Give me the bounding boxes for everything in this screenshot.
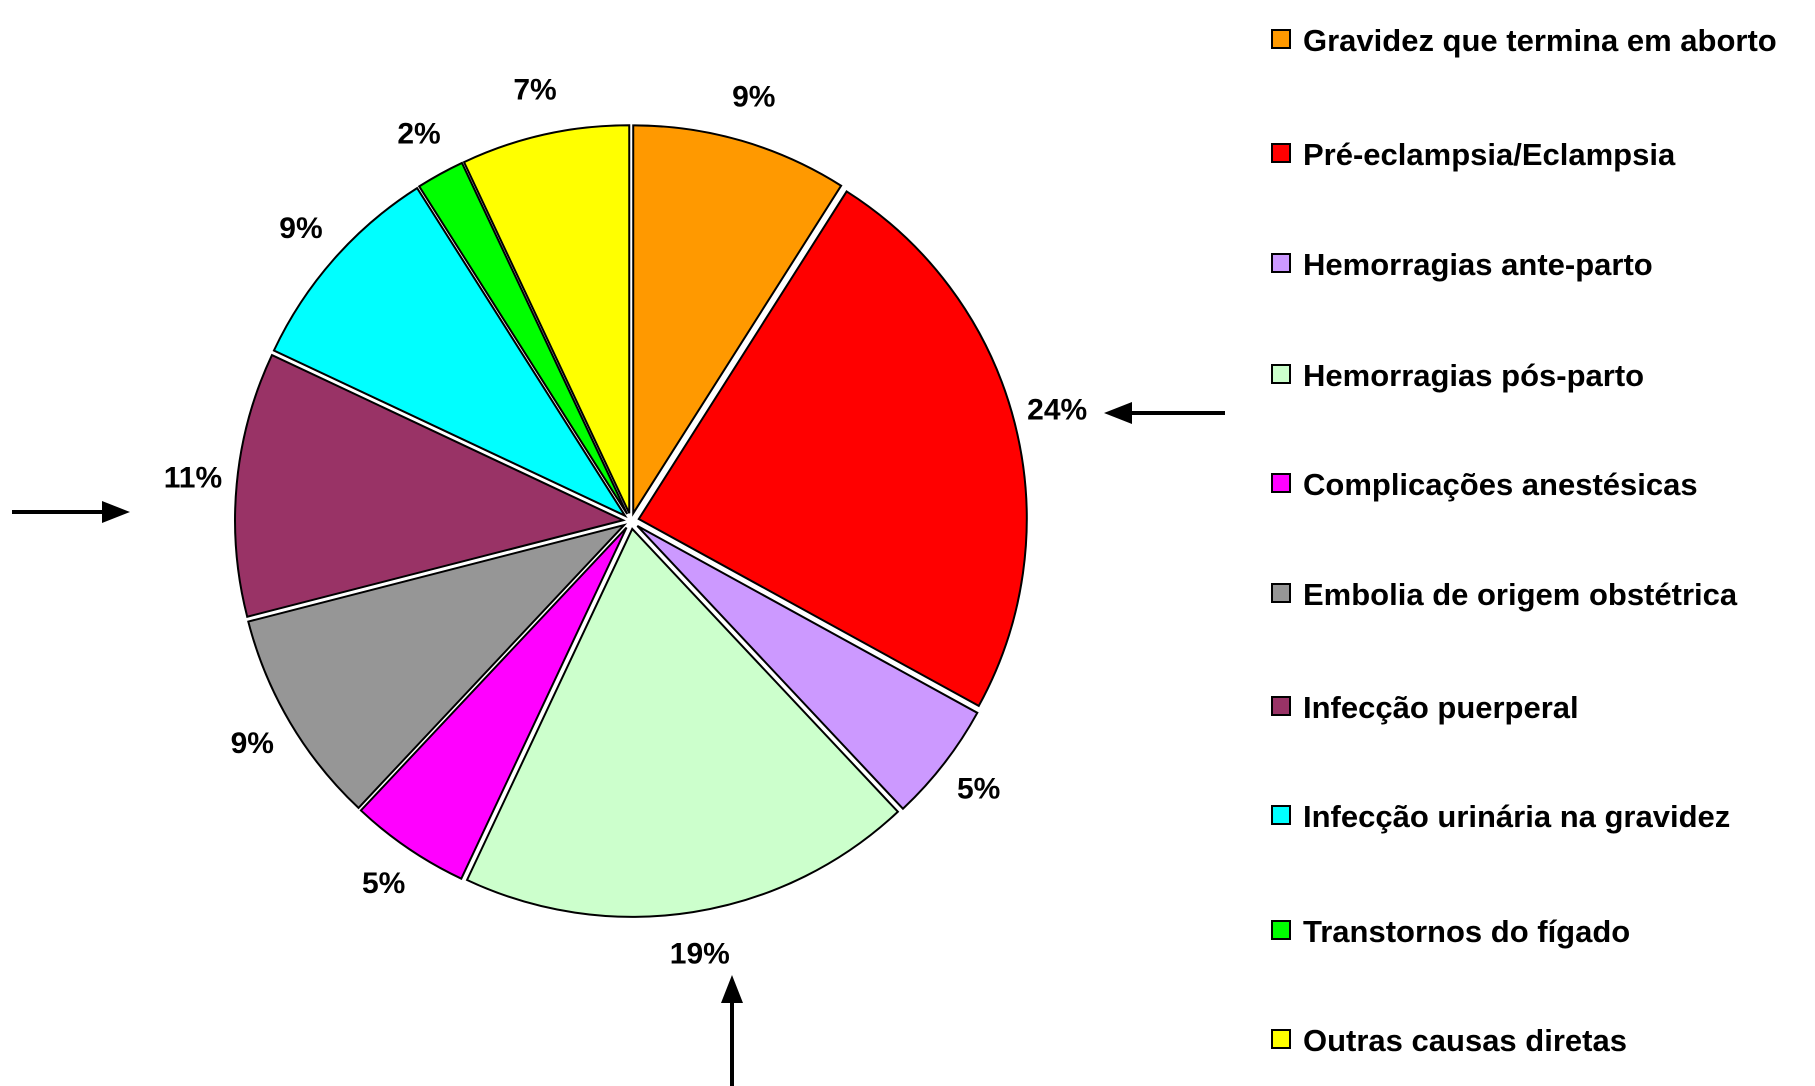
legend-swatch — [1271, 805, 1291, 825]
legend-entry: Complicações anestésicas — [1271, 466, 1801, 504]
legend-label: Outras causas diretas — [1303, 1023, 1627, 1058]
legend-label: Embolia de origem obstétrica — [1303, 577, 1738, 612]
pie-slice — [637, 190, 1028, 708]
legend-entry: Infecção puerperal — [1271, 689, 1801, 727]
legend-swatch — [1271, 920, 1291, 940]
legend-label: Infecção puerperal — [1303, 690, 1579, 725]
legend-swatch — [1271, 583, 1291, 603]
data-label: 5% — [957, 773, 1000, 806]
data-label: 7% — [513, 74, 556, 107]
pie-slice — [417, 161, 629, 515]
legend-swatch — [1271, 473, 1291, 493]
data-label: 9% — [732, 80, 775, 113]
legend-label: Transtornos do fígado — [1303, 914, 1631, 949]
legend-swatch — [1271, 364, 1291, 384]
pie-slice — [465, 527, 900, 918]
legend-label: Hemorragias pós-parto — [1303, 358, 1645, 393]
arrow-head — [102, 501, 130, 523]
legend-swatch — [1271, 143, 1291, 163]
data-label: 11% — [164, 462, 222, 495]
legend-label: Complicações anestésicas — [1303, 467, 1698, 502]
data-label: 19% — [670, 938, 730, 971]
pie-slice — [359, 526, 628, 881]
legend-entry: Hemorragias ante-parto — [1271, 246, 1801, 284]
legend-label: Infecção urinária na gravidez — [1303, 799, 1731, 834]
legend-entry: Hemorragias pós-parto — [1271, 357, 1801, 395]
legend-swatch — [1271, 696, 1291, 716]
pie-slice — [272, 186, 628, 519]
legend-label: Hemorragias ante-parto — [1303, 247, 1653, 282]
legend-entry: Transtornos do fígado — [1271, 913, 1801, 951]
legend-entry: Embolia de origem obstétrica — [1271, 576, 1801, 614]
pie-slice — [247, 523, 628, 810]
legend-label: Gravidez que termina em aborto — [1303, 23, 1777, 58]
arrow-head — [721, 975, 743, 1003]
pie-slice — [632, 124, 843, 517]
data-label: 24% — [1027, 393, 1087, 426]
legend-entry: Pré-eclampsia/Eclampsia — [1271, 136, 1801, 174]
legend-entry: Infecção urinária na gravidez — [1271, 798, 1801, 836]
arrows — [12, 402, 1225, 1086]
pie-slice — [462, 124, 631, 514]
legend-label: Pré-eclampsia/Eclampsia — [1303, 137, 1676, 172]
legend-swatch — [1271, 1029, 1291, 1049]
arrow-head — [1104, 402, 1132, 424]
data-label: 9% — [279, 212, 322, 245]
legend-swatch — [1271, 253, 1291, 273]
data-label: 2% — [397, 117, 440, 150]
data-label: 5% — [362, 867, 405, 900]
legend-swatch — [1271, 29, 1291, 49]
legend-entry: Outras causas diretas — [1271, 1022, 1801, 1060]
pie-slice — [234, 353, 626, 618]
pie-slice — [636, 525, 979, 811]
data-label: 9% — [231, 727, 274, 760]
legend-entry: Gravidez que termina em aborto — [1271, 22, 1801, 60]
